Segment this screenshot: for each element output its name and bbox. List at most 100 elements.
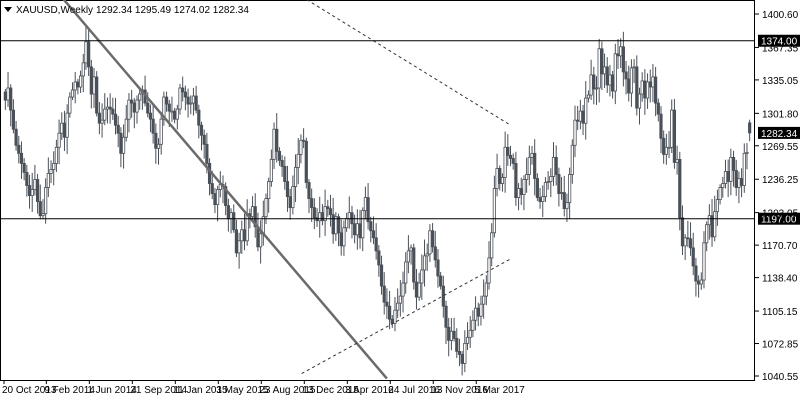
candle (546, 171, 550, 190)
candle (111, 97, 115, 120)
candle-body-down (535, 178, 539, 198)
candle-body-down (691, 247, 695, 267)
candle-body-down (97, 112, 101, 124)
candle-body-down (621, 46, 625, 73)
candle (473, 296, 478, 331)
candle (721, 176, 725, 198)
candle (154, 123, 158, 164)
levels-group: 1374.00 1197.00 1282.34 (0, 34, 800, 226)
candle (363, 186, 368, 220)
lower-triangle-line[interactable] (301, 258, 511, 374)
resistance-level-label: 1374.00 (761, 37, 798, 48)
candle (25, 164, 29, 197)
price-tick-label: 1269.55 (762, 142, 799, 153)
candle-body-down (210, 183, 214, 194)
candle (366, 183, 370, 230)
candle-body-down (662, 137, 666, 155)
candle (742, 143, 746, 193)
candle (191, 87, 196, 116)
candle (199, 121, 204, 151)
candle (608, 64, 612, 97)
candle-body-up (363, 197, 368, 212)
candle (678, 151, 682, 231)
candle-body-up (683, 237, 687, 247)
candle-body-up (516, 188, 521, 198)
candle-body-down (748, 122, 752, 134)
candle (586, 90, 591, 103)
candle-body-up (484, 282, 488, 297)
candle (731, 150, 736, 187)
candles-group (3, 24, 752, 376)
candle (538, 187, 542, 209)
candle (705, 221, 709, 252)
candle (439, 271, 443, 290)
candle (495, 153, 499, 197)
candle-body-down (132, 102, 136, 113)
candle-body-up (637, 93, 642, 109)
candle-body-up (619, 46, 623, 57)
candle-body-down (111, 108, 115, 115)
chart-header: XAUUSD,Weekly 1292.34 1295.49 1274.02 12… (4, 5, 249, 16)
candle-body-up (138, 93, 142, 101)
candle-body-down (457, 351, 462, 355)
candle-body-down (538, 197, 542, 203)
candle (643, 69, 647, 115)
candle-body-up (216, 189, 220, 206)
candle (68, 92, 72, 118)
candle (302, 128, 306, 149)
candle-body-up (401, 282, 405, 297)
candle-body-down (444, 305, 448, 328)
candle-body-down (514, 163, 518, 198)
candle-body-up (629, 67, 634, 94)
candle (562, 175, 566, 217)
candle-body-up (178, 87, 182, 110)
candle (573, 105, 577, 158)
candle (291, 175, 295, 215)
candle-body-down (511, 157, 515, 164)
candle (645, 73, 650, 109)
candle-body-down (283, 166, 287, 182)
candle-body-down (508, 154, 513, 159)
candle-body-down (581, 110, 585, 124)
candle-body-down (207, 163, 212, 184)
candle (127, 93, 131, 133)
candle (414, 269, 419, 310)
candle (680, 205, 685, 255)
price-tick-label: 1367.35 (762, 43, 799, 54)
candle-body-up (463, 342, 467, 364)
candle-body-down (205, 143, 209, 164)
candle (135, 95, 139, 124)
trendlines-group (59, 0, 511, 380)
time-tick-label: 9 Feb 2014 (44, 385, 95, 396)
falling-trendline[interactable] (59, 0, 388, 380)
candle-body-down (562, 192, 566, 210)
candle-body-down (605, 66, 609, 86)
candle-body-up (121, 136, 126, 154)
candle-body-down (234, 229, 239, 254)
candle-body-up (449, 330, 453, 341)
candle-body-down (611, 74, 615, 92)
candle-body-down (726, 171, 730, 182)
candle (22, 158, 26, 181)
candle-body-up (546, 181, 550, 183)
candle-body-up (250, 206, 255, 218)
candle-body-up (570, 144, 574, 175)
candle-body-up (189, 102, 193, 105)
candle-body-up (645, 81, 650, 99)
candle (471, 310, 475, 338)
candle (715, 189, 720, 226)
candle-body-up (73, 81, 77, 91)
candle (76, 78, 80, 95)
candle (92, 68, 96, 108)
candle (369, 216, 373, 243)
time-tick-label: 3 May 2015 (216, 385, 269, 396)
candle-body-up (729, 156, 733, 182)
candle-body-down (113, 113, 118, 126)
candle (130, 89, 134, 118)
dropdown-triangle-icon[interactable] (4, 7, 12, 12)
upper-triangle-line[interactable] (302, 0, 511, 126)
candle-body-up (406, 250, 411, 263)
candle (272, 122, 276, 169)
candle (726, 159, 730, 198)
